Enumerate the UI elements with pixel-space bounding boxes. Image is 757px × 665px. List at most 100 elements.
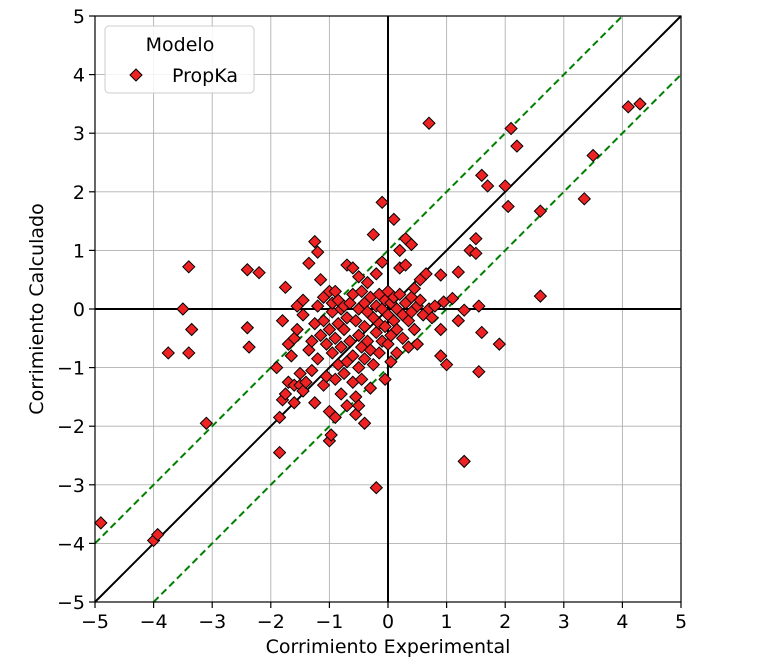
- data-point: [94, 516, 108, 530]
- data-point: [407, 281, 422, 296]
- data-point: [533, 204, 548, 218]
- data-point: [378, 319, 392, 334]
- data-point: [184, 322, 199, 337]
- data-point: [313, 272, 328, 287]
- data-point: [337, 366, 351, 381]
- x-axis-label: Corrimiento Experimental: [266, 636, 511, 658]
- data-point: [296, 293, 310, 307]
- data-point: [240, 263, 255, 277]
- data-point: [302, 256, 316, 270]
- data-point: [375, 255, 389, 269]
- data-point: [621, 100, 635, 114]
- data-point: [351, 270, 366, 284]
- data-point: [357, 319, 372, 334]
- data-point: [328, 410, 342, 425]
- data-point: [310, 245, 325, 259]
- y-tick-label: 4: [73, 65, 85, 87]
- data-point: [434, 268, 448, 282]
- data-point: [305, 363, 319, 378]
- data-point: [390, 322, 404, 337]
- data-point: [469, 231, 483, 246]
- data-point: [150, 527, 165, 542]
- data-point: [310, 352, 325, 366]
- data-point: [369, 481, 383, 495]
- data-point: [410, 337, 425, 351]
- data-point: [346, 261, 360, 275]
- legend-marker: [129, 68, 143, 82]
- data-point: [504, 121, 518, 136]
- data-point: [284, 349, 299, 363]
- y-axis-label: Corrimiento Calculado: [26, 203, 48, 414]
- data-point: [419, 267, 433, 281]
- data-point: [434, 349, 448, 363]
- y-tick-label: −1: [57, 358, 85, 380]
- x-tick-label: 1: [441, 611, 453, 633]
- data-point: [319, 337, 334, 351]
- data-point: [375, 195, 389, 210]
- data-point: [296, 308, 310, 322]
- data-point: [354, 372, 369, 387]
- data-point: [445, 291, 460, 306]
- data-point: [313, 328, 328, 343]
- x-tick-label: 3: [558, 611, 570, 633]
- y-tick-label: 3: [73, 123, 85, 145]
- y-tick-label: −3: [57, 475, 85, 497]
- data-point: [501, 199, 515, 214]
- x-tick-label: 5: [675, 611, 687, 633]
- y-tick-label: 0: [73, 299, 85, 321]
- data-point: [334, 340, 348, 354]
- data-point: [310, 299, 325, 313]
- data-point: [390, 346, 404, 360]
- data-point: [510, 139, 524, 153]
- y-tick-label: 2: [73, 182, 85, 204]
- data-point: [252, 265, 266, 280]
- data-point: [161, 346, 175, 360]
- data-point: [308, 234, 322, 249]
- data-point: [354, 284, 369, 299]
- data-point: [324, 428, 338, 442]
- data-point: [176, 302, 190, 316]
- data-point: [340, 398, 354, 413]
- data-point: [393, 287, 407, 302]
- data-point: [328, 331, 342, 346]
- data-point: [182, 260, 196, 274]
- data-point: [293, 366, 307, 381]
- data-point: [357, 416, 372, 430]
- data-point: [351, 360, 366, 375]
- data-point: [351, 328, 366, 343]
- data-point: [182, 346, 196, 360]
- legend-title: Modelo: [146, 34, 215, 56]
- data-point: [366, 357, 381, 372]
- data-point: [328, 372, 342, 387]
- data-point: [457, 454, 471, 469]
- data-point: [586, 148, 600, 163]
- data-point: [428, 299, 442, 313]
- data-point: [451, 314, 466, 328]
- y-tick-label: −2: [57, 416, 85, 438]
- data-point: [325, 346, 340, 360]
- data-point: [472, 364, 486, 379]
- data-points: [94, 97, 647, 548]
- data-point: [413, 293, 427, 307]
- data-point: [272, 410, 287, 425]
- data-point: [287, 396, 301, 410]
- data-point: [439, 357, 454, 372]
- data-point: [633, 97, 647, 111]
- x-tick-label: 4: [616, 611, 628, 633]
- legend: Modelo PropKa: [104, 25, 255, 94]
- x-tick-label: 0: [382, 611, 394, 633]
- data-point: [242, 340, 256, 354]
- data-point: [275, 314, 290, 328]
- data-point: [366, 227, 381, 242]
- data-point: [308, 396, 322, 410]
- data-point: [322, 322, 337, 337]
- data-point: [469, 246, 483, 261]
- data-point: [299, 375, 313, 389]
- data-point: [349, 314, 363, 328]
- data-point: [378, 372, 392, 387]
- data-point: [278, 387, 293, 401]
- data-point: [480, 179, 495, 193]
- data-point: [533, 289, 548, 303]
- data-point: [346, 349, 360, 363]
- x-tick-label: −1: [315, 611, 343, 633]
